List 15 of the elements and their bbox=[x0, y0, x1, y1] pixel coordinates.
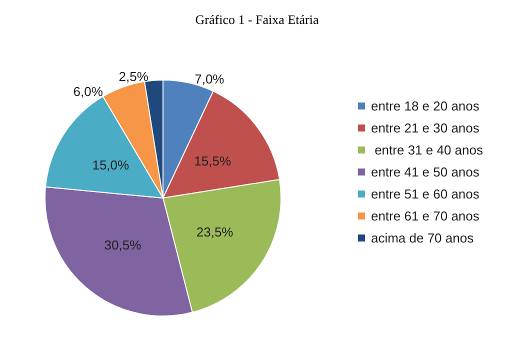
data-label: 7,0% bbox=[194, 71, 225, 86]
data-label: 15,0% bbox=[92, 157, 130, 172]
legend-label: entre 18 e 20 anos bbox=[370, 98, 480, 114]
data-label: 30,5% bbox=[104, 238, 142, 253]
data-label: 2,5% bbox=[118, 68, 149, 84]
data-label: 23,5% bbox=[196, 224, 234, 240]
legend-label: entre 41 e 50 anos bbox=[370, 164, 480, 180]
data-label: 15,5% bbox=[194, 153, 232, 168]
legend-label: entre 61 e 70 anos bbox=[370, 208, 480, 224]
legend-label: acima de 70 anos bbox=[370, 230, 474, 246]
legend-label: entre 31 e 40 anos bbox=[370, 142, 484, 158]
data-label: 6,0% bbox=[73, 84, 104, 99]
chart-title: Gráfico 1 - Faixa Etária bbox=[195, 12, 319, 27]
legend-label: entre 21 e 30 anos bbox=[370, 120, 480, 136]
legend-label: entre 51 e 60 anos bbox=[370, 186, 480, 202]
